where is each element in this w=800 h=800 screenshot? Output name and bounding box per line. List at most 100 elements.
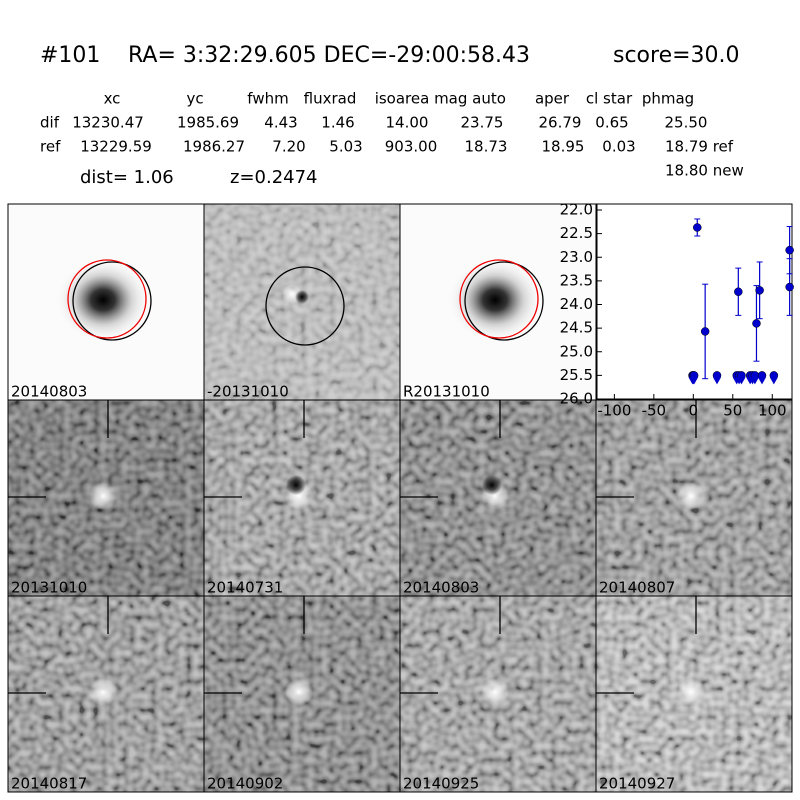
ref-circle (265, 266, 345, 346)
point (752, 319, 761, 328)
cell: 13229.59 (80, 138, 152, 156)
y-tick-label: 22.5 (560, 224, 593, 242)
x-tick-label: 0 (689, 402, 699, 420)
stamp-label: 20140807 (599, 579, 675, 597)
score: score=30.0 (613, 43, 740, 68)
x-tick-label: 50 (723, 402, 742, 420)
blob (286, 475, 306, 495)
row-label: ref (40, 138, 61, 156)
stamp-label: 20140731 (207, 579, 283, 597)
cell: 0.03 (602, 138, 635, 156)
y-tick-label: 24.5 (560, 319, 593, 337)
column-header: fwhm (247, 90, 288, 108)
cell: 903.00 (385, 138, 438, 156)
stamp: 20140807 (595, 399, 793, 597)
cell: 14.00 (386, 114, 429, 132)
cell: 23.75 (461, 114, 504, 132)
blob (89, 482, 117, 510)
stamp: 20140925 (399, 595, 597, 793)
y-tick-label: 26.0 (560, 390, 593, 408)
header: #101 RA= 3:32:29.605 DEC=-29:00:58.43 scor… (40, 43, 744, 188)
upper-limit (750, 377, 759, 385)
blob (285, 678, 313, 706)
stamp-label: 20140817 (11, 775, 87, 793)
cell: 1985.69 (177, 114, 239, 132)
object-id: #101 (40, 43, 100, 68)
stamp: -20131010 (203, 203, 401, 401)
cell: 7.20 (272, 138, 305, 156)
point (755, 286, 764, 295)
cell: 18.79 ref (665, 138, 734, 156)
upper-limit (769, 377, 778, 385)
point (734, 287, 743, 296)
column-header: mag auto (434, 90, 506, 108)
point (785, 282, 794, 292)
column-header: isoarea (375, 90, 430, 108)
cell: 4.43 (264, 114, 297, 132)
cell: 5.03 (329, 138, 362, 156)
y-tick-label: 25.0 (560, 342, 593, 360)
cell: 25.50 (665, 114, 708, 132)
point (700, 327, 710, 336)
y-tick-label: 24.0 (560, 295, 593, 313)
blob (677, 678, 705, 706)
column-header: phmag (642, 90, 694, 108)
column-header: xc (104, 90, 121, 108)
upper-limit (713, 377, 721, 385)
column-header: fluxrad (304, 90, 357, 108)
lightcurve: 22.0 22.5 23.0 23.5 24.0 24.5 25.0 25.5 26.0-100… (560, 201, 794, 420)
point (693, 223, 702, 232)
blob (481, 678, 509, 706)
upper-limit (758, 377, 766, 385)
stamp: 20140731 (203, 399, 401, 597)
plot-area (596, 203, 793, 400)
blob (89, 678, 117, 706)
stamp: 20140803 (7, 203, 205, 401)
stamp-label: 20140925 (403, 775, 479, 793)
cell: 26.79 (539, 114, 582, 132)
x-tick-label: -100 (597, 402, 631, 420)
point (785, 245, 794, 255)
cell: 13230.47 (72, 114, 144, 132)
stamp: 20140902 (203, 595, 401, 793)
cell: 18.95 (542, 138, 585, 156)
blob (295, 290, 309, 304)
stamp-label: 20140803 (11, 383, 87, 401)
stamp-label: R20131010 (403, 383, 490, 401)
stamp-grid: 20140803 -20131010 R20131010 20131010 201407… (7, 203, 793, 793)
stamp-label: 20131010 (11, 579, 87, 597)
y-tick-label: 23.5 (560, 271, 593, 289)
ref-circle (464, 261, 544, 341)
stamp: 20140803 (399, 399, 597, 597)
red-circle (67, 259, 147, 339)
cell: 18.73 (465, 138, 508, 156)
ref-circle (72, 261, 152, 341)
x-tick-label: 100 (758, 402, 787, 420)
stamp-border (595, 595, 793, 793)
cell: 1.46 (321, 114, 354, 132)
y-tick-label: 23.0 (560, 248, 593, 266)
cell: 18.80 new (665, 162, 744, 180)
stamp: 20140817 (7, 595, 205, 793)
red-circle (459, 259, 539, 339)
y-tick-label: 25.5 (560, 366, 593, 384)
row-label: dif (40, 114, 60, 132)
blob (677, 482, 705, 510)
stamp-label: -20131010 (207, 383, 289, 401)
upper-limit (690, 377, 699, 385)
stamp: 20131010 (7, 399, 205, 597)
coords: RA= 3:32:29.605 DEC=-29:00:58.43 (128, 43, 530, 68)
stamp-label: 20140803 (403, 579, 479, 597)
column-header: cl star (586, 90, 633, 108)
x-tick-label: -50 (642, 402, 667, 420)
y-tick-label: 22.0 (560, 201, 593, 219)
stamp: 20140927 (595, 595, 793, 793)
upper-limit (737, 377, 746, 385)
stamp-label: 20140927 (599, 775, 675, 793)
cell: 0.65 (595, 114, 628, 132)
dist: dist= 1.06 (80, 167, 174, 188)
blob (482, 475, 502, 495)
stamp-label: 20140902 (207, 775, 283, 793)
cell: 1986.27 (183, 138, 245, 156)
